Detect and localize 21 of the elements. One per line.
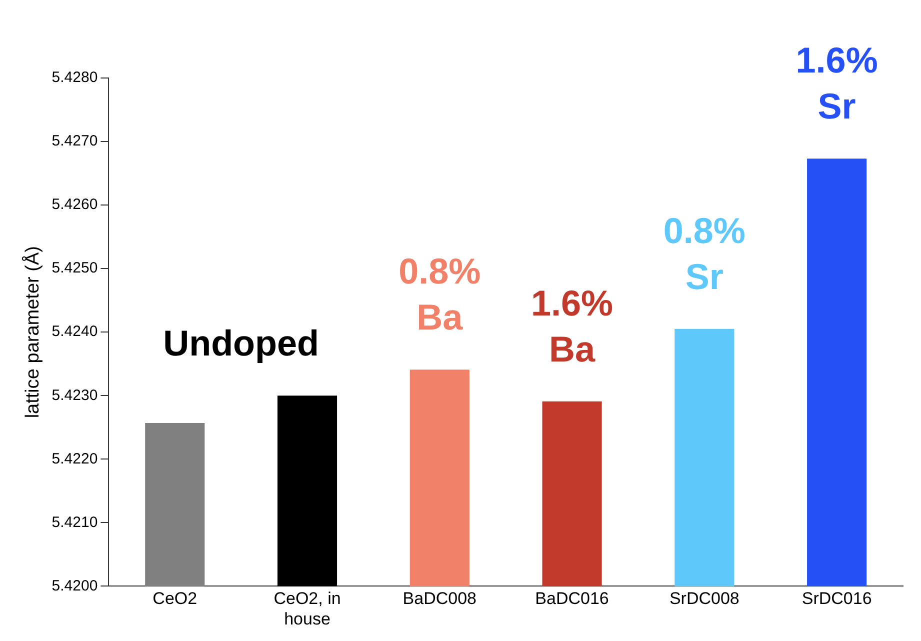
x-tick-label: CeO2, in house [274,589,341,628]
x-tick-label: CeO2 [152,589,198,608]
annotation: 1.6% Sr [796,40,878,127]
x-tick-label: BaDC016 [535,589,609,608]
y-tick-label: 5.4250 [52,260,98,277]
x-tick-label: SrDC008 [669,589,740,608]
y-tick-label: 5.4220 [52,450,98,468]
annotation: 0.8% Ba [398,250,481,338]
x-tick-label: SrDC016 [802,589,872,608]
y-tick-label: 5.4200 [52,577,98,594]
y-tick-label: 5.4240 [52,323,98,340]
y-tick-label: 5.4280 [52,69,98,86]
annotation: 1.6% Ba [531,282,614,370]
annotation: Undoped [163,322,320,364]
annotation: 0.8% Sr [663,210,746,297]
y-tick-label: 5.4270 [52,132,98,150]
x-tick-label: BaDC008 [402,589,477,608]
y-axis-title: lattice parameter (Å) [22,246,44,418]
y-tick-label: 5.4210 [52,514,98,531]
y-tick-label: 5.4230 [52,386,98,404]
y-tick-label: 5.4260 [52,196,98,214]
